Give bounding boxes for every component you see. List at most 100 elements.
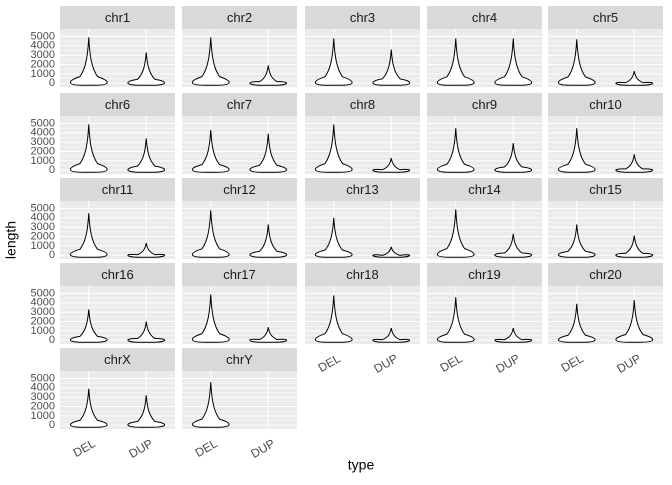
panel <box>182 116 297 174</box>
violin <box>127 243 166 258</box>
y-tick-label: 0 <box>49 164 55 176</box>
strip-label: chr14 <box>468 182 501 197</box>
strip-label: chr20 <box>589 267 622 282</box>
violin <box>69 213 108 258</box>
violin <box>127 321 166 343</box>
strip <box>182 178 297 201</box>
strip <box>60 93 175 116</box>
strip <box>182 348 297 371</box>
strip-label: chrY <box>226 352 253 367</box>
violin <box>69 124 108 173</box>
strip <box>60 178 175 201</box>
panel <box>60 286 175 344</box>
strip <box>60 6 175 29</box>
strip-label: chr1 <box>105 10 130 25</box>
y-tick-label: 0 <box>49 334 55 346</box>
violin <box>314 124 353 173</box>
strip <box>305 263 420 286</box>
strip <box>305 178 420 201</box>
violin <box>494 143 533 173</box>
y-tick-label: 1000 <box>31 68 55 80</box>
y-axis-title: length <box>3 221 19 259</box>
violin <box>372 328 411 343</box>
violin <box>557 39 596 86</box>
panel <box>548 286 663 344</box>
y-tick-label: 5000 <box>31 372 55 384</box>
violin <box>372 158 411 173</box>
y-tick-label: 5000 <box>31 117 55 129</box>
y-tick-label: 4000 <box>31 127 55 139</box>
y-tick-label: 2000 <box>31 58 55 70</box>
y-tick-label: 2000 <box>31 145 55 157</box>
y-tick-label: 4000 <box>31 40 55 52</box>
strip <box>548 263 663 286</box>
violin <box>314 295 353 343</box>
strip-label: chr7 <box>227 97 252 112</box>
y-tick-label: 2000 <box>31 230 55 242</box>
x-axis-title: type <box>348 457 375 473</box>
y-tick-label: 1000 <box>31 410 55 422</box>
y-tick-label: 3000 <box>31 221 55 233</box>
violin <box>191 37 230 86</box>
strip <box>548 178 663 201</box>
violin <box>372 246 411 258</box>
violin <box>494 38 533 86</box>
strip-label: chr4 <box>472 10 497 25</box>
y-tick-label: 2000 <box>31 315 55 327</box>
violin <box>372 49 411 86</box>
violin <box>127 52 166 86</box>
strip <box>427 6 542 29</box>
strip-label: chr18 <box>346 267 379 282</box>
strip <box>548 6 663 29</box>
violin <box>494 328 533 343</box>
panel <box>60 371 175 429</box>
violin <box>557 224 596 258</box>
strip-label: chrX <box>104 352 131 367</box>
y-tick-label: 0 <box>49 419 55 431</box>
violin <box>436 209 475 258</box>
strip-label: chr6 <box>105 97 130 112</box>
strip <box>182 93 297 116</box>
strip-label: chr12 <box>223 182 256 197</box>
y-tick-label: 5000 <box>31 30 55 42</box>
violin <box>436 297 475 343</box>
strip <box>305 93 420 116</box>
y-tick-label: 0 <box>49 77 55 89</box>
y-tick-label: 2000 <box>31 400 55 412</box>
violin <box>615 71 654 86</box>
violin <box>69 309 108 343</box>
violin <box>314 217 353 258</box>
violin <box>314 38 353 86</box>
y-tick-label: 3000 <box>31 136 55 148</box>
strip-label: chr2 <box>227 10 252 25</box>
violin <box>557 128 596 173</box>
strip <box>60 263 175 286</box>
strip-label: chr15 <box>589 182 622 197</box>
y-tick-label: 3000 <box>31 49 55 61</box>
violin <box>436 128 475 173</box>
strip <box>548 93 663 116</box>
strip <box>305 6 420 29</box>
panel <box>548 201 663 259</box>
violin <box>615 300 654 343</box>
strip-label: chr16 <box>101 267 134 282</box>
violin <box>127 395 166 428</box>
violin <box>249 224 288 258</box>
violin <box>127 138 166 173</box>
violin <box>249 327 288 343</box>
violin <box>249 65 288 86</box>
violin <box>191 210 230 258</box>
violin <box>557 303 596 343</box>
y-tick-label: 4000 <box>31 297 55 309</box>
violin <box>191 382 230 428</box>
violin <box>69 37 108 86</box>
strip <box>427 93 542 116</box>
violin <box>191 294 230 343</box>
violin <box>69 388 108 428</box>
strip <box>182 6 297 29</box>
y-tick-label: 1000 <box>31 155 55 167</box>
strip-label: chr13 <box>346 182 379 197</box>
strip-label: chr10 <box>589 97 622 112</box>
strip-label: chr8 <box>350 97 375 112</box>
